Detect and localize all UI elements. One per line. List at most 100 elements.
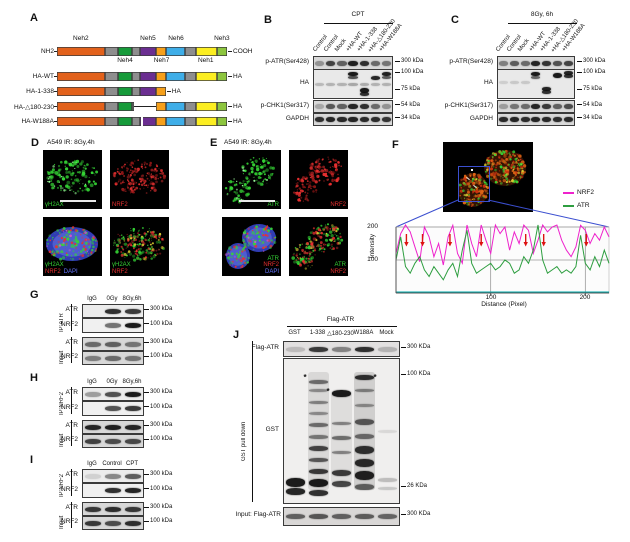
asterisk-mark: * — [373, 372, 377, 382]
domain-segment-linker — [131, 102, 135, 111]
mw-marker: 75 kDa — [395, 86, 420, 92]
marker-text: 54 kDa — [583, 101, 603, 108]
domain-segment-neh3 — [216, 72, 227, 81]
connector-line — [54, 76, 57, 77]
blot-band — [337, 104, 347, 109]
blot-band — [326, 117, 336, 122]
blot-band — [84, 355, 102, 361]
ip-vertical-label: Input — [59, 350, 65, 364]
blot-band — [285, 346, 306, 352]
channel-label: NRF2 — [112, 268, 128, 275]
domain-segment-neh5 — [140, 87, 156, 96]
micrograph-speckles — [458, 149, 527, 207]
blot-band — [553, 60, 563, 66]
panel-label-a: A — [30, 12, 38, 24]
mw-marker: 100 kDa — [144, 518, 172, 524]
blot-band — [104, 391, 122, 397]
image-label-line: NRF2 — [112, 269, 131, 276]
domain-segment-neh7 — [155, 87, 166, 96]
blot-band — [104, 506, 122, 512]
marker-text: 300 kDa — [150, 422, 173, 428]
blot-band — [370, 60, 380, 66]
blot-row-label: NRF2 — [61, 353, 78, 360]
image-labels: γH2AX — [45, 202, 64, 209]
mw-marker: 100 kDa — [144, 486, 172, 492]
input-row-label: Input: Flag-ATR — [235, 511, 281, 518]
blot-row-label: p-ATR(Ser428) — [265, 58, 309, 65]
blot-band — [331, 451, 352, 455]
marker-dash — [577, 117, 582, 118]
asterisk-mark: * — [303, 372, 307, 382]
blot-band — [542, 90, 552, 95]
roi-white-mark — [471, 169, 473, 171]
blot-row-label: GAPDH — [285, 114, 309, 122]
panel-label-b: B — [264, 14, 272, 26]
blot-row-label: ATR — [8, 471, 78, 478]
domain-segment-neh2 — [57, 47, 105, 56]
blot-band — [354, 403, 375, 407]
marker-text: 100 kDa — [401, 69, 424, 75]
panel-e-title: A549 IR: 8Gy,4h — [224, 139, 272, 146]
f-xtick-100: 100 — [485, 294, 497, 301]
micrograph-speckles — [291, 223, 344, 270]
marker-dash — [144, 424, 149, 426]
blot-band — [542, 104, 552, 109]
channel-label: NRF2 — [45, 268, 61, 275]
blot-row-label: HA — [299, 79, 309, 86]
lane-label: △180-230 — [327, 331, 354, 337]
image-labels: γH2AX NRF2 DAPI — [45, 262, 78, 275]
blot-band — [354, 434, 375, 440]
domain-segment-neh5 — [140, 117, 156, 126]
marker-dash — [144, 473, 149, 475]
lane-label: Mock — [379, 330, 394, 336]
blot-band — [370, 76, 380, 81]
blot-band — [509, 81, 519, 85]
blot-band — [377, 487, 398, 491]
blot-band — [377, 478, 398, 482]
treatment-label: 8Gy, 6h — [530, 11, 554, 18]
image-label-line: NRF2 — [330, 269, 346, 276]
construct-terminus: HA — [171, 88, 181, 95]
blot-band — [520, 104, 530, 109]
panel-label-c: C — [451, 14, 459, 26]
micrograph: γH2AX NRF2 DAPI — [43, 217, 102, 276]
domain-segment-neh4 — [118, 102, 132, 111]
channel-label: γH2AX — [45, 201, 64, 208]
marker-text: 26 KDa — [407, 483, 428, 489]
channel-label: NRF2 — [330, 201, 346, 208]
marker-dash — [395, 60, 400, 62]
lane-label: Control — [102, 461, 122, 467]
image-label-line: γH2AX — [112, 262, 131, 269]
image-label-line: NRF2 DAPI — [45, 269, 78, 276]
ip-vertical-label: GST pull down — [241, 421, 247, 461]
flag-atr-header: Flag-ATR — [326, 316, 355, 323]
image-label-line: γH2AX — [45, 202, 64, 209]
domain-segment-linker — [185, 102, 196, 111]
image-labels: γH2AX NRF2 — [112, 262, 131, 275]
domain-segment-linker — [131, 72, 141, 81]
input-bracket — [71, 420, 72, 446]
marker-text: 34 kDa — [401, 114, 421, 121]
connector-line — [228, 106, 232, 107]
marker-dash — [144, 506, 149, 508]
marker-text: 300 KDa — [407, 511, 431, 517]
legend-label: ATR — [577, 202, 590, 209]
micrograph: ATR NRF2 — [289, 217, 348, 276]
construct-name: HA-1-338 — [26, 88, 54, 95]
ip-bracket — [71, 387, 72, 414]
blot-row-label: NRF2 — [61, 436, 78, 443]
blot-band — [314, 60, 325, 66]
panel-label-j: J — [233, 329, 240, 341]
micrograph-speckles — [46, 159, 99, 195]
ip-vertical-label: IP:NRF2 — [59, 473, 65, 497]
blot-band — [359, 117, 369, 122]
mw-marker: 100 kDa — [144, 436, 172, 442]
lane-label: IgG — [87, 461, 97, 467]
blot-band — [285, 478, 306, 488]
blot-band — [337, 60, 347, 66]
blot-band — [354, 419, 375, 426]
domain-segment-neh5 — [140, 72, 156, 81]
blot-band — [285, 488, 306, 495]
blot-band — [104, 308, 122, 314]
mw-marker: 26 KDa — [401, 483, 427, 489]
